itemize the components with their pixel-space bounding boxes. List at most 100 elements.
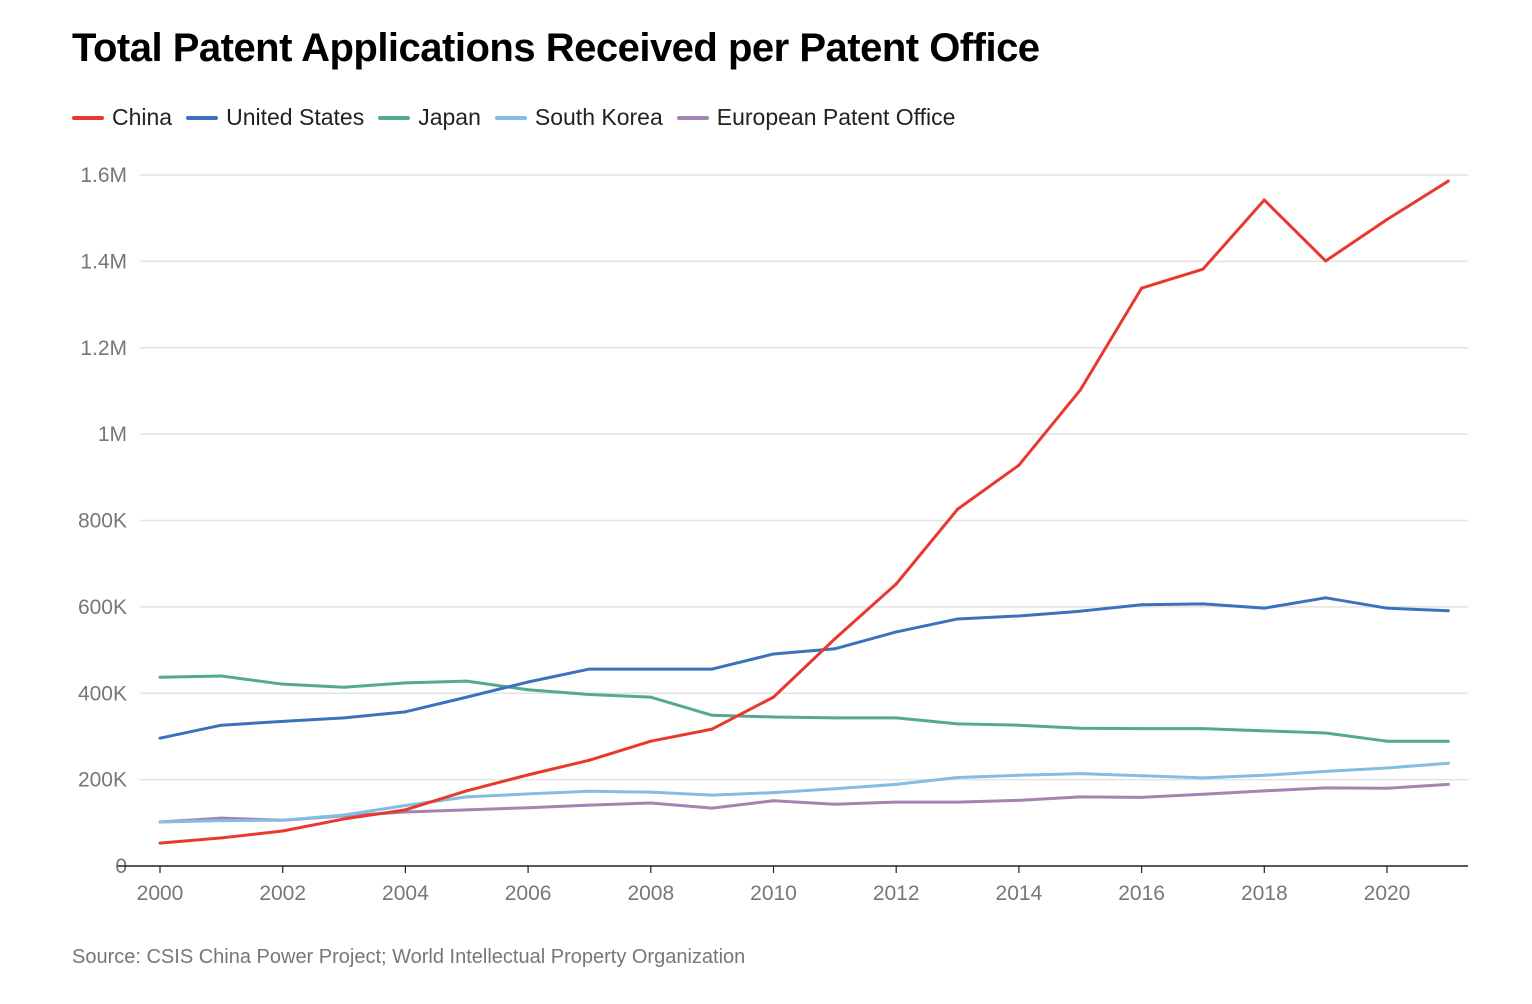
data-point <box>1262 198 1266 202</box>
data-point <box>342 716 346 720</box>
data-point <box>1446 179 1450 183</box>
data-point <box>219 819 223 823</box>
data-point <box>894 630 898 634</box>
data-point <box>772 791 775 795</box>
y-tick-label: 1M <box>98 423 127 446</box>
data-point <box>587 803 591 807</box>
data-point <box>1385 766 1389 770</box>
data-point <box>158 736 162 740</box>
x-tick-label: 2018 <box>1241 882 1288 905</box>
data-point <box>158 820 162 824</box>
data-point <box>587 758 591 762</box>
data-point <box>710 667 714 671</box>
series-line-united-states <box>159 596 1449 740</box>
data-point <box>649 667 653 671</box>
legend-label: Japan <box>418 104 481 130</box>
data-point <box>1262 789 1266 793</box>
data-point <box>1446 739 1450 743</box>
data-point <box>219 836 223 840</box>
data-point <box>956 507 960 511</box>
data-point <box>649 790 653 794</box>
data-point <box>465 789 469 793</box>
data-point <box>772 695 775 699</box>
data-point <box>219 723 223 727</box>
chart-title: Total Patent Applications Received per P… <box>72 26 1040 70</box>
legend-item: South Korea <box>494 104 663 131</box>
data-point <box>219 816 223 820</box>
y-tick-label: 1.6M <box>80 164 127 187</box>
data-point <box>1324 731 1328 735</box>
data-point <box>342 813 346 817</box>
data-point <box>894 582 898 586</box>
data-point <box>526 680 530 684</box>
data-point <box>1201 602 1205 606</box>
data-point <box>894 782 898 786</box>
data-point <box>1078 609 1082 613</box>
data-point <box>956 775 960 779</box>
data-point <box>1140 774 1144 778</box>
data-point <box>465 679 469 683</box>
data-point <box>1324 786 1328 790</box>
data-point <box>710 793 714 797</box>
y-tick-label: 400K <box>78 682 127 705</box>
y-tick-label: 600K <box>78 596 127 619</box>
data-point <box>1140 286 1144 290</box>
data-point <box>1262 729 1266 733</box>
data-point <box>894 800 898 804</box>
legend-label: European Patent Office <box>716 104 956 130</box>
data-point <box>1385 217 1389 221</box>
x-tick-label: 2002 <box>259 882 306 905</box>
data-point <box>342 685 346 689</box>
data-point <box>219 674 223 678</box>
data-point <box>281 682 285 686</box>
data-point <box>1324 259 1328 263</box>
data-point <box>833 716 837 720</box>
x-tick-label: 2012 <box>873 882 920 905</box>
data-point <box>1140 727 1144 731</box>
legend-swatch <box>186 115 219 120</box>
legend-item: European Patent Office <box>676 104 956 131</box>
data-point <box>1446 761 1450 765</box>
legend-item: China <box>72 104 172 131</box>
data-point <box>1017 773 1021 777</box>
data-point <box>1017 723 1021 727</box>
data-point <box>1078 388 1082 392</box>
data-point <box>1078 726 1082 730</box>
y-tick-label: 1.2M <box>80 337 127 360</box>
data-point <box>587 693 591 697</box>
data-point <box>956 722 960 726</box>
legend-label: China <box>112 104 173 130</box>
x-tick-label: 2014 <box>996 882 1043 905</box>
data-point <box>587 789 591 793</box>
data-point <box>1262 773 1266 777</box>
data-point <box>1385 739 1389 743</box>
data-point <box>465 695 469 699</box>
data-point <box>1262 606 1266 610</box>
data-point <box>158 675 162 679</box>
data-point <box>526 688 530 692</box>
data-point <box>587 667 591 671</box>
legend-swatch <box>676 115 709 120</box>
x-tick-label: 2010 <box>750 882 797 905</box>
data-point <box>833 787 837 791</box>
data-point <box>710 806 714 810</box>
data-point <box>526 773 530 777</box>
x-tick-label: 2016 <box>1118 882 1165 905</box>
data-point <box>894 716 898 720</box>
data-point <box>1078 772 1082 776</box>
data-point <box>1140 795 1144 799</box>
x-tick-label: 2008 <box>627 882 674 905</box>
legend-swatch <box>378 115 411 120</box>
series-line-japan <box>159 674 1449 743</box>
data-point <box>1201 776 1205 780</box>
data-point <box>1324 769 1328 773</box>
data-point <box>649 695 653 699</box>
data-point <box>1324 596 1328 600</box>
x-tick-label: 2020 <box>1364 882 1411 905</box>
data-point <box>772 799 775 803</box>
data-point <box>772 715 775 719</box>
legend-item: Japan <box>378 104 481 131</box>
data-point <box>403 681 407 685</box>
x-tick-label: 2000 <box>137 882 184 905</box>
x-tick-label: 2004 <box>382 882 429 905</box>
